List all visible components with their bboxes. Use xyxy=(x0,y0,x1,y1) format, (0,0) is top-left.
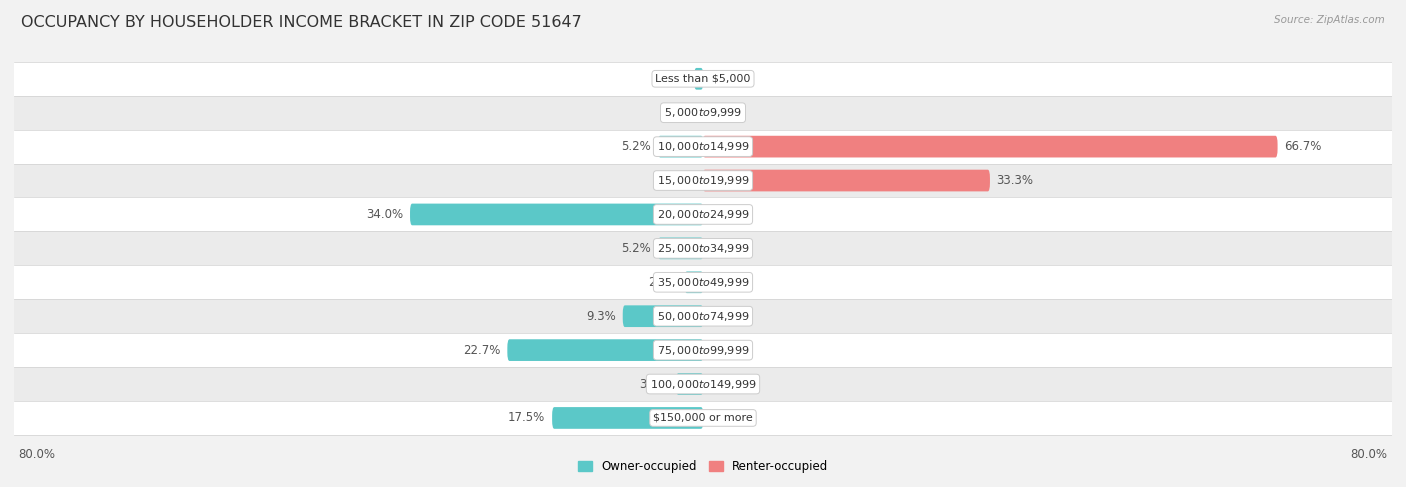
Text: 66.7%: 66.7% xyxy=(1284,140,1322,153)
Legend: Owner-occupied, Renter-occupied: Owner-occupied, Renter-occupied xyxy=(572,455,834,478)
Text: Less than $5,000: Less than $5,000 xyxy=(655,74,751,84)
FancyBboxPatch shape xyxy=(703,136,1278,157)
Bar xyxy=(0,130,1406,164)
Text: 9.3%: 9.3% xyxy=(586,310,616,323)
Bar xyxy=(0,231,1406,265)
Text: 5.2%: 5.2% xyxy=(621,140,651,153)
FancyBboxPatch shape xyxy=(508,339,703,361)
Text: 80.0%: 80.0% xyxy=(1351,449,1388,462)
Bar xyxy=(0,401,1406,435)
Text: Source: ZipAtlas.com: Source: ZipAtlas.com xyxy=(1274,15,1385,25)
Text: 22.7%: 22.7% xyxy=(463,344,501,356)
FancyBboxPatch shape xyxy=(703,169,990,191)
Bar xyxy=(0,367,1406,401)
FancyBboxPatch shape xyxy=(676,373,703,395)
Text: $75,000 to $99,999: $75,000 to $99,999 xyxy=(657,344,749,356)
Text: 80.0%: 80.0% xyxy=(18,449,55,462)
Text: $150,000 or more: $150,000 or more xyxy=(654,413,752,423)
Text: 34.0%: 34.0% xyxy=(366,208,404,221)
Text: $15,000 to $19,999: $15,000 to $19,999 xyxy=(657,174,749,187)
FancyBboxPatch shape xyxy=(553,407,703,429)
Text: $5,000 to $9,999: $5,000 to $9,999 xyxy=(664,106,742,119)
Text: 5.2%: 5.2% xyxy=(621,242,651,255)
Bar xyxy=(0,198,1406,231)
FancyBboxPatch shape xyxy=(658,136,703,157)
Text: $35,000 to $49,999: $35,000 to $49,999 xyxy=(657,276,749,289)
Text: $100,000 to $149,999: $100,000 to $149,999 xyxy=(650,377,756,391)
FancyBboxPatch shape xyxy=(623,305,703,327)
Bar xyxy=(0,333,1406,367)
Text: $10,000 to $14,999: $10,000 to $14,999 xyxy=(657,140,749,153)
FancyBboxPatch shape xyxy=(695,68,703,90)
Bar xyxy=(0,164,1406,198)
Bar xyxy=(0,62,1406,96)
FancyBboxPatch shape xyxy=(411,204,703,225)
Text: OCCUPANCY BY HOUSEHOLDER INCOME BRACKET IN ZIP CODE 51647: OCCUPANCY BY HOUSEHOLDER INCOME BRACKET … xyxy=(21,15,582,30)
Text: 17.5%: 17.5% xyxy=(508,412,546,425)
Text: 3.1%: 3.1% xyxy=(640,377,669,391)
Text: $25,000 to $34,999: $25,000 to $34,999 xyxy=(657,242,749,255)
FancyBboxPatch shape xyxy=(658,238,703,259)
Text: $50,000 to $74,999: $50,000 to $74,999 xyxy=(657,310,749,323)
Bar xyxy=(0,96,1406,130)
Text: 33.3%: 33.3% xyxy=(997,174,1033,187)
Text: $20,000 to $24,999: $20,000 to $24,999 xyxy=(657,208,749,221)
Bar xyxy=(0,299,1406,333)
Bar xyxy=(0,265,1406,299)
FancyBboxPatch shape xyxy=(685,271,703,293)
Text: 2.1%: 2.1% xyxy=(648,276,678,289)
Text: 1.0%: 1.0% xyxy=(658,72,688,85)
